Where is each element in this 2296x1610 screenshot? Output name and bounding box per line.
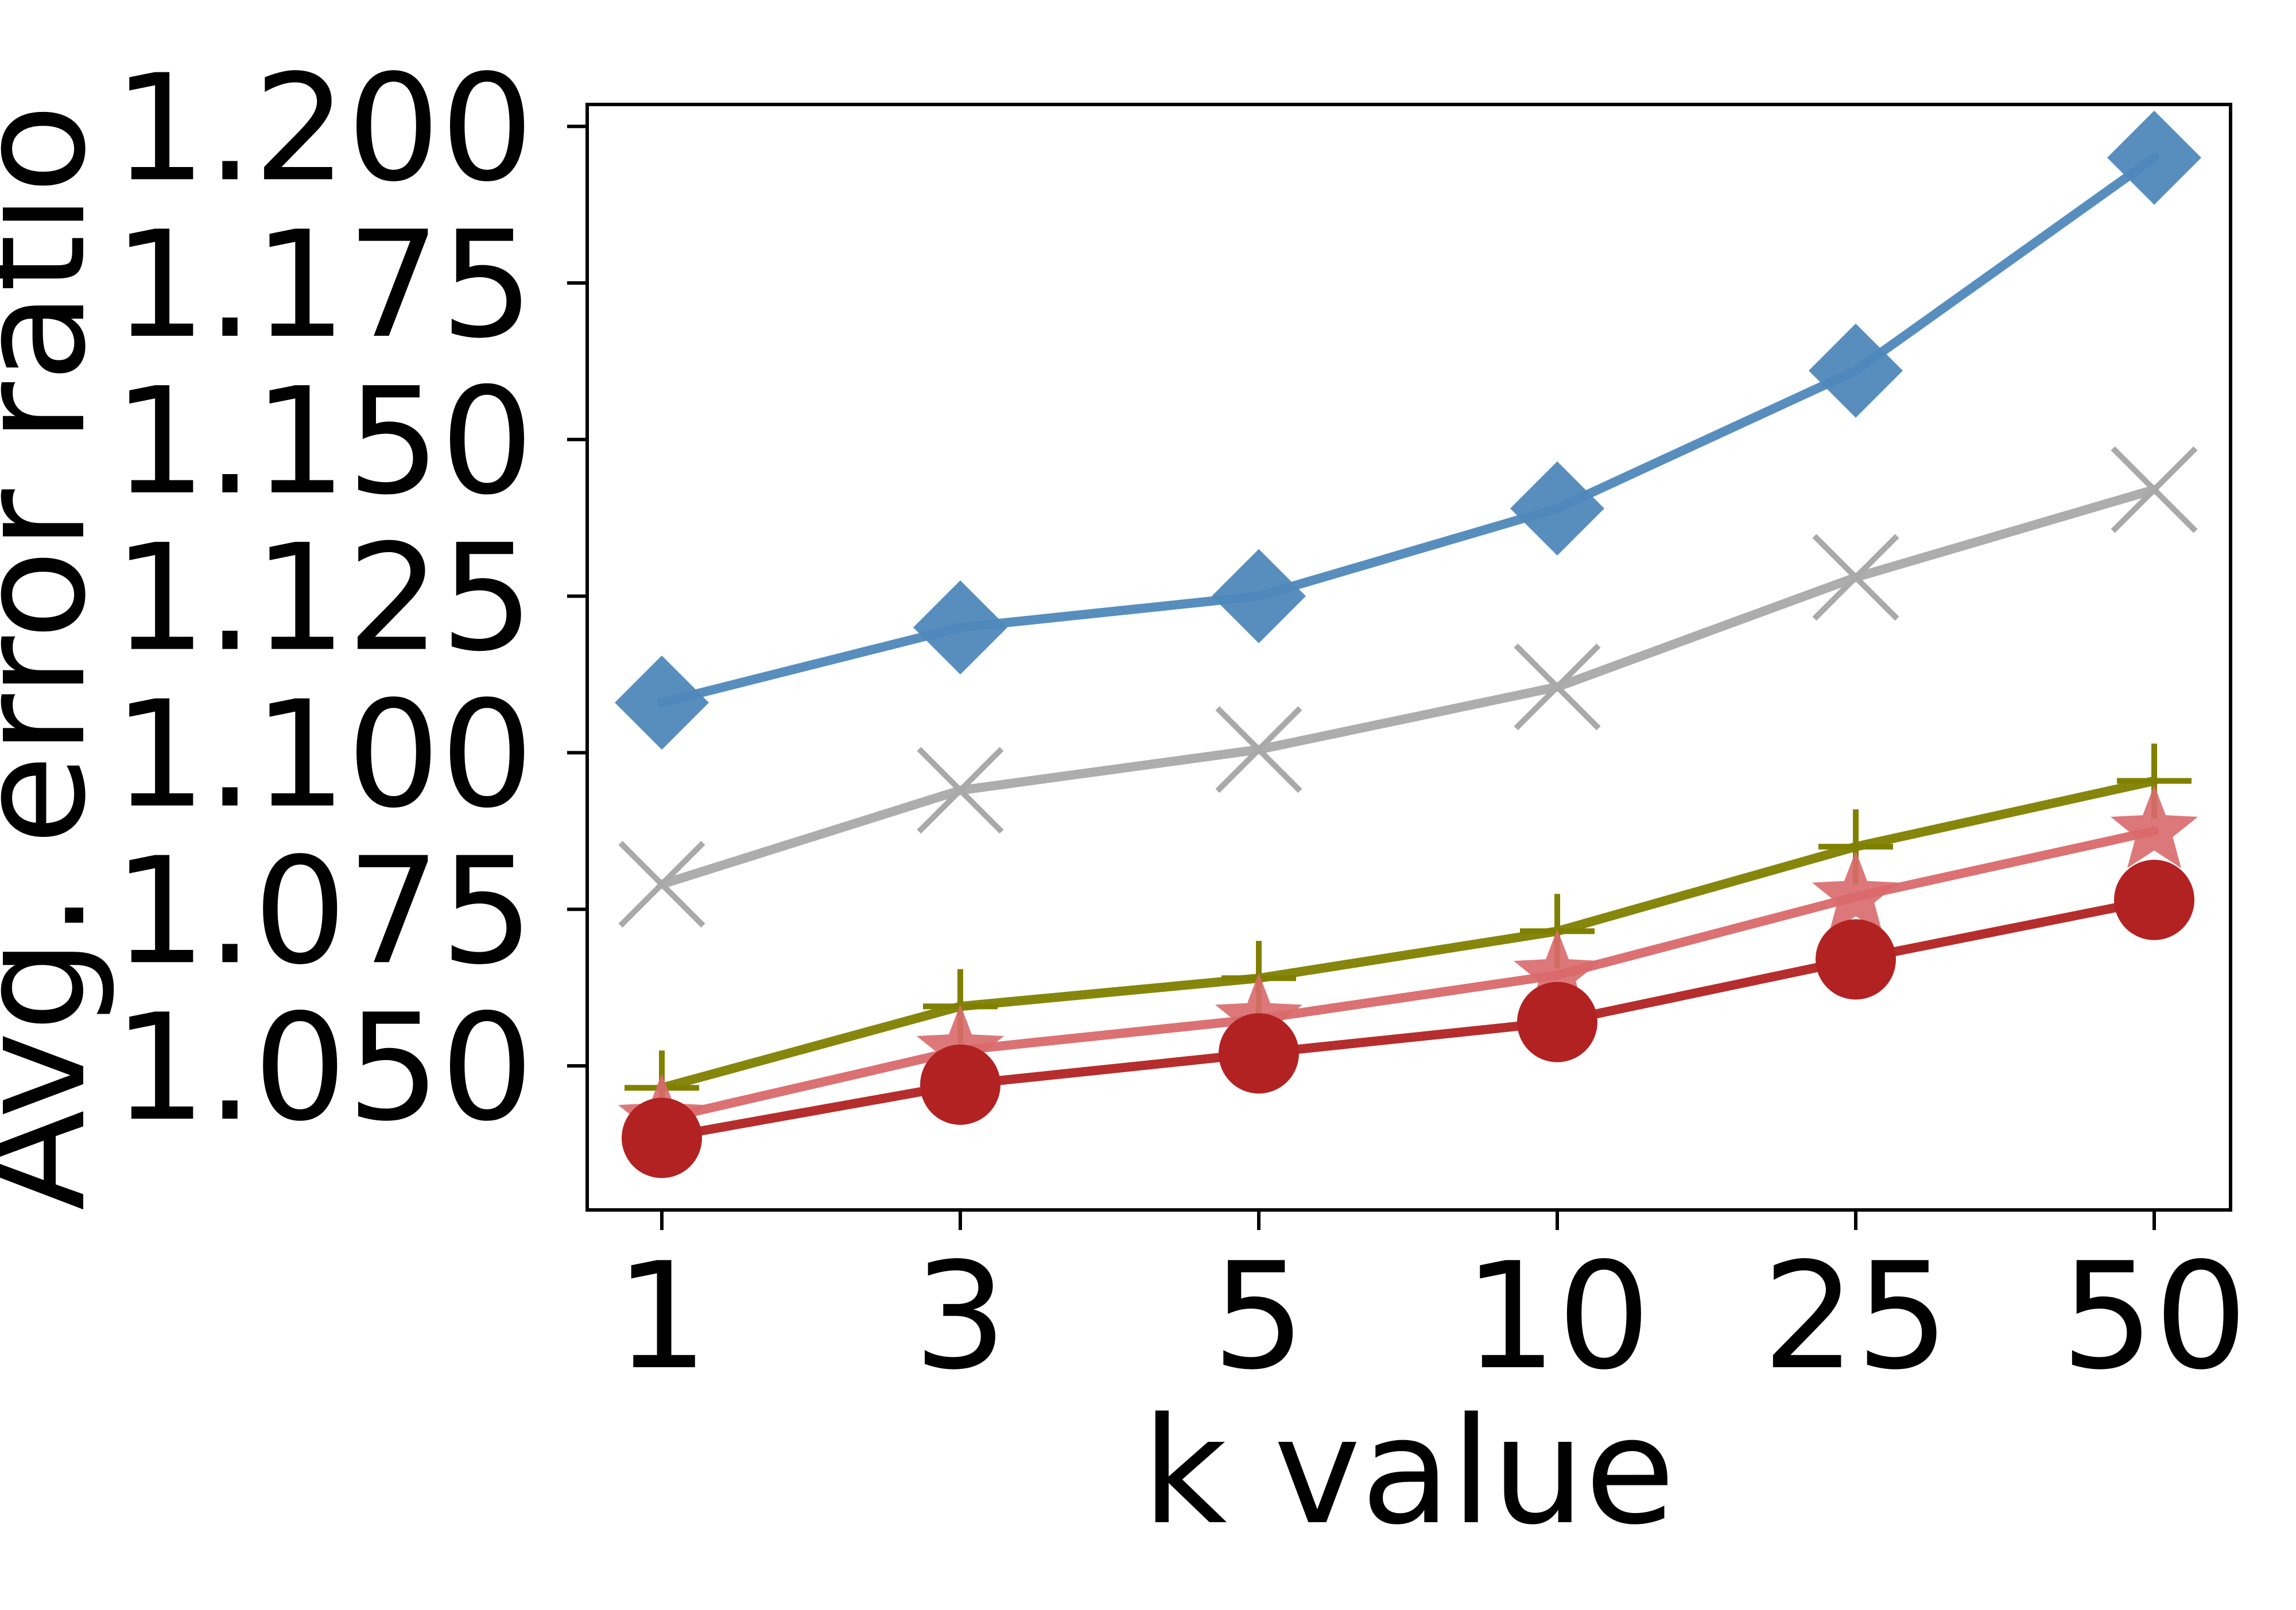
y-tick-label: 1.125 [113,513,534,684]
data-point-diamond [1510,461,1604,556]
x-tick-label: 3 [914,1231,1007,1402]
data-point-x [917,747,1004,834]
series-line-x [657,485,2159,889]
x-axis-label: k value [1142,1386,1676,1557]
y-tick-label: 1.075 [113,826,534,997]
data-point-circle [1816,919,1896,1000]
series-line-circle [657,895,2159,1143]
data-point-circle [622,1097,702,1178]
x-tick-label: 10 [1464,1231,1651,1402]
data-point-diamond [1212,549,1306,643]
plot-area [587,104,2231,1210]
x-tick-label: 25 [1762,1231,1949,1402]
data-point-star [2110,785,2198,868]
y-tick-label: 1.175 [113,200,534,371]
y-axis-label: Avg. error ratio [0,104,118,1211]
series-circle [622,859,2194,1178]
data-point-x [1812,534,1899,621]
plot-frame [585,103,2232,1212]
x-tick-label: 50 [2061,1231,2248,1402]
data-point-diamond [1809,323,1903,418]
x-tick-label: 1 [615,1231,709,1402]
data-point-x [2111,446,2198,533]
data-point-diamond [615,655,709,750]
data-point-diamond [2107,110,2201,205]
data-point-circle [1517,981,1597,1062]
y-tick-label: 1.150 [113,356,534,527]
data-point-circle [920,1044,1000,1125]
series-x [618,446,2198,928]
x-tick-label: 5 [1212,1231,1306,1402]
data-point-circle [2114,859,2194,940]
y-tick-label: 1.050 [113,983,534,1154]
data-point-star [1812,851,1900,934]
series-line-plus [657,776,2159,1093]
data-point-x [618,841,705,928]
y-tick-label: 1.100 [113,669,534,840]
series-line-star [657,826,2159,1124]
data-point-star [1513,929,1601,1012]
series-diamond [615,110,2201,750]
data-point-diamond [913,580,1007,675]
series-layer [615,110,2201,1178]
data-point-x [1215,706,1302,793]
series-line-diamond [657,153,2159,708]
data-point-circle [1219,1013,1299,1094]
x-axis: 1 3 5 10 25 50 [615,1210,2248,1402]
data-point-x [1514,643,1601,731]
y-tick-label: 1.200 [113,43,534,214]
